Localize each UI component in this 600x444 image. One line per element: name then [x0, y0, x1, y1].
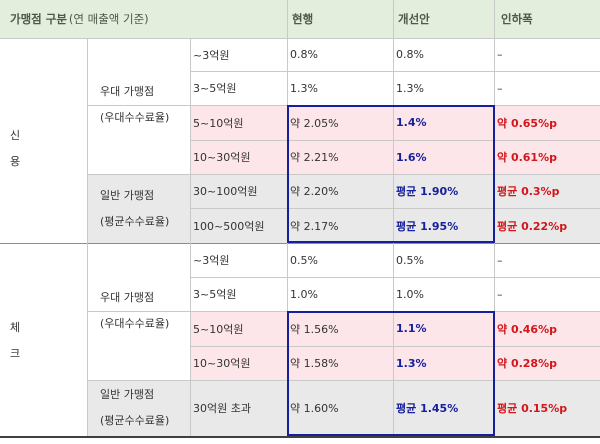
check-general-group: 일반 가맹점 (평균수수료율)	[87, 380, 190, 436]
current-cell: 약 2.20%	[290, 185, 339, 198]
current-cell: 약 1.58%	[290, 357, 339, 370]
group-name: 우대 가맹점	[100, 291, 155, 304]
improved-cell: 1.3%	[396, 356, 427, 370]
line-h	[190, 71, 600, 72]
range-cell: ~3억원	[193, 48, 230, 62]
check-row-bg-4	[190, 346, 600, 380]
group-note: (평균수수료율)	[100, 214, 170, 228]
improved-cell: 1.4%	[396, 116, 427, 129]
improved-cell: 0.5%	[396, 253, 424, 267]
header-category-main: 가맹점 구분	[10, 12, 67, 26]
range-cell: 5~10억원	[193, 322, 244, 336]
improved-cell: 평균 1.45%	[396, 402, 459, 415]
line-h	[87, 380, 600, 381]
credit-general-group: 일반 가맹점 (평균수수료율)	[87, 174, 190, 243]
reduction-cell: 평균 0.22%p	[497, 219, 568, 233]
range-cell: 10~30억원	[193, 357, 251, 370]
group-note: (우대수수료율)	[100, 317, 170, 330]
range-cell: 30~100억원	[193, 185, 258, 198]
credit-label-bottom: 용	[10, 155, 21, 168]
reduction-cell: 약 0.28%p	[497, 357, 557, 370]
credit-label: 신 용	[0, 118, 87, 180]
range-cell: 10~30억원	[193, 151, 251, 164]
check-preferred-group: 우대 가맹점 (우대수수료율)	[87, 278, 190, 344]
reduction-cell: 평균 0.3%p	[497, 185, 560, 198]
group-note: (우대수수료율)	[100, 111, 170, 124]
current-cell: 약 2.21%	[290, 151, 339, 164]
check-label: 체 크	[0, 310, 87, 372]
check-general-bg	[87, 380, 600, 436]
current-cell: 약 2.17%	[290, 219, 339, 233]
range-cell: 30억원 초과	[193, 402, 251, 415]
group-note: (평균수수료율)	[100, 414, 170, 427]
reduction-cell: –	[497, 287, 503, 301]
group-name: 일반 가맹점	[100, 388, 155, 401]
reduction-cell: –	[497, 81, 503, 95]
current-cell: 약 1.56%	[290, 322, 339, 336]
header-improved-label: 개선안	[398, 12, 430, 26]
group-name: 일반 가맹점	[100, 188, 155, 202]
improved-cell: 평균 1.90%	[396, 185, 459, 198]
credit-preferred-group: 우대 가맹점 (우대수수료율)	[87, 72, 190, 138]
reduction-cell: 평균 0.15%p	[497, 402, 568, 415]
header-improved: 개선안	[393, 0, 494, 38]
check-label-top: 체	[10, 321, 21, 334]
current-cell: 약 1.60%	[290, 402, 339, 415]
range-cell: 3~5억원	[193, 288, 237, 301]
header-reduction: 인하폭	[494, 0, 600, 38]
line-h	[190, 140, 600, 141]
header-current-label: 현행	[292, 12, 314, 26]
reduction-cell: 약 0.65%p	[497, 116, 557, 130]
current-cell: 약 2.05%	[290, 116, 339, 130]
header-category: 가맹점 구분 (연 매출액 기준)	[0, 0, 287, 38]
group-name: 우대 가맹점	[100, 85, 155, 98]
improved-cell: 1.3%	[396, 81, 424, 95]
credit-highlight-box	[287, 105, 495, 243]
improved-cell: 1.6%	[396, 150, 427, 164]
line-h	[0, 38, 600, 39]
range-cell: 5~10억원	[193, 116, 244, 130]
header-current: 현행	[287, 0, 393, 38]
line-h	[190, 277, 600, 278]
improved-cell: 1.0%	[396, 287, 424, 301]
check-row-bg-3	[190, 311, 600, 346]
current-cell: 0.5%	[290, 253, 318, 267]
line-h	[0, 243, 600, 244]
header-reduction-label: 인하폭	[501, 12, 533, 26]
check-label-bottom: 크	[10, 347, 21, 360]
improved-cell: 평균 1.95%	[396, 219, 459, 233]
line-h	[190, 208, 600, 209]
current-cell: 1.3%	[290, 81, 318, 95]
range-cell: 3~5억원	[193, 82, 237, 95]
line-v	[87, 38, 88, 436]
range-cell: ~3억원	[193, 254, 230, 267]
header-category-note: (연 매출액 기준)	[68, 12, 149, 26]
check-highlight-box	[287, 311, 495, 436]
credit-row-bg-4	[190, 140, 600, 174]
line-v	[190, 38, 191, 436]
reduction-cell: 약 0.61%p	[497, 151, 557, 164]
credit-label-top: 신	[10, 129, 21, 142]
improved-cell: 0.8%	[396, 48, 424, 61]
line-h	[87, 174, 600, 175]
reduction-cell: –	[497, 253, 503, 267]
improved-cell: 1.1%	[396, 322, 427, 335]
reduction-cell: 약 0.46%p	[497, 322, 557, 336]
line-v	[393, 0, 394, 436]
credit-row-bg-3	[190, 105, 600, 140]
line-h	[190, 346, 600, 347]
line-h-bottom	[0, 436, 600, 438]
current-cell: 0.8%	[290, 48, 318, 61]
current-cell: 1.0%	[290, 287, 318, 301]
range-cell: 100~500억원	[193, 219, 265, 233]
reduction-cell: –	[497, 48, 503, 61]
